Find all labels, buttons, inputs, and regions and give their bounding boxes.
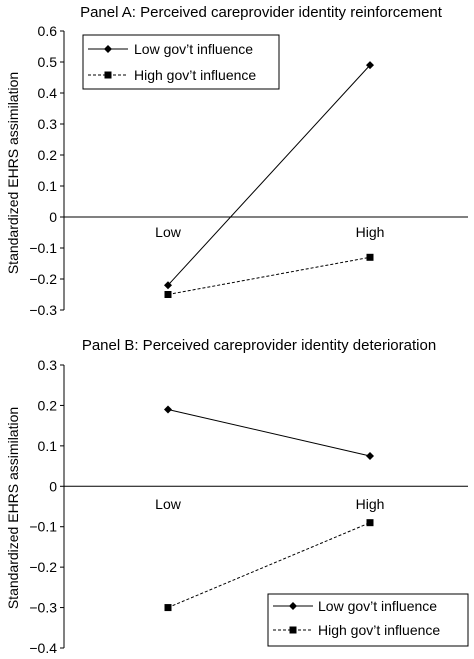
panel-a-legend-label-high: High gov’t influence	[134, 67, 256, 83]
panel-a-y-tick-label: −0.2	[29, 271, 57, 287]
panel-a-y-tick-label: 0.3	[38, 116, 58, 132]
panel-b: Panel B: Perceived careprovider identity…	[5, 337, 469, 656]
panel-a-series-1-point	[164, 291, 172, 298]
panel-b-series-0-point	[366, 451, 374, 460]
panel-a-series-0-point	[164, 281, 172, 290]
panel-a-legend: Low gov’t influence High gov’t influence	[82, 34, 280, 90]
panel-b-legend-marker-high	[289, 626, 297, 634]
panel-a-y-tick-label: 0.6	[38, 23, 58, 39]
panel-b-y-tick-label: 0.2	[38, 397, 58, 413]
panel-b-legend-marker-low	[289, 602, 297, 610]
panel-a-title: Panel A: Perceived careprovider identity…	[80, 4, 443, 21]
panel-a-series-0-point	[366, 61, 374, 70]
panel-b-x-categories: Low High	[155, 496, 384, 512]
panel-b-y-axis-label: Standardized EHRS assimilation	[5, 407, 21, 609]
panel-a-legend-marker-low	[104, 45, 112, 53]
panel-a-x-categories: Low High	[155, 224, 384, 240]
panel-b-y-tick-label: −0.3	[29, 600, 57, 616]
panel-a-y-tick-label: 0.4	[38, 85, 58, 101]
panel-b-y-tick-label: 0	[49, 478, 57, 494]
panel-a-y-axis-label: Standardized EHRS assimilation	[5, 72, 21, 274]
panel-a-x-category-label: High	[356, 224, 385, 240]
panel-b-series-0-point	[164, 405, 172, 414]
panel-b-y-tick-label: −0.4	[29, 640, 57, 656]
panel-b-title: Panel B: Perceived careprovider identity…	[82, 337, 436, 354]
panel-a-series	[164, 61, 374, 298]
panel-b-legend-box	[267, 593, 469, 647]
panel-b-series	[164, 405, 374, 612]
panel-a-legend-label-low: Low gov’t influence	[134, 41, 253, 57]
panel-b-y-ticks: 0.3 0.2 0.1 0 −0.1 −0.2 −0.3 −0.4	[29, 357, 64, 656]
panel-b-x-category-label: Low	[155, 496, 182, 512]
panel-a-series-1-line	[167, 256, 371, 295]
panel-a-y-ticks: 0.6 0.5 0.4 0.3 0.2 0.1 0 −0.1 −0.2 −0.3	[29, 23, 64, 318]
panel-a-series-1-point	[366, 253, 374, 261]
panel-b-y-tick-label: 0.1	[38, 438, 58, 454]
panel-a-legend-marker-high	[104, 71, 112, 79]
panel-a-series-0-line	[167, 64, 371, 286]
panel-a-y-tick-label: 0.1	[38, 178, 58, 194]
panel-b-legend: Low gov’t influence High gov’t influence	[267, 593, 469, 647]
panel-b-series-1-point	[164, 604, 172, 612]
panel-a-y-tick-label: −0.3	[29, 302, 57, 318]
panel-b-legend-label-high: High gov’t influence	[318, 622, 440, 638]
panel-a: Panel A: Perceived careprovider identity…	[5, 4, 468, 318]
panel-b-y-tick-label: 0.3	[38, 357, 58, 373]
panel-a-y-tick-label: 0	[49, 209, 57, 225]
panel-a-legend-box	[82, 34, 280, 90]
panel-b-y-tick-label: −0.2	[29, 559, 57, 575]
panel-a-y-tick-label: 0.5	[38, 54, 58, 70]
panel-b-y-tick-label: −0.1	[29, 519, 57, 535]
panel-a-y-tick-label: 0.2	[38, 147, 58, 163]
panel-b-x-category-label: High	[356, 496, 385, 512]
panel-b-series-1-line	[167, 522, 371, 609]
panel-b-axes	[63, 365, 468, 648]
panel-a-axes	[63, 31, 468, 310]
panel-a-y-tick-label: −0.1	[29, 240, 57, 256]
panel-b-series-1-point	[366, 519, 374, 527]
panel-b-legend-label-low: Low gov’t influence	[318, 598, 437, 614]
panel-b-series-0-line	[167, 408, 371, 457]
panel-a-x-category-label: Low	[155, 224, 182, 240]
